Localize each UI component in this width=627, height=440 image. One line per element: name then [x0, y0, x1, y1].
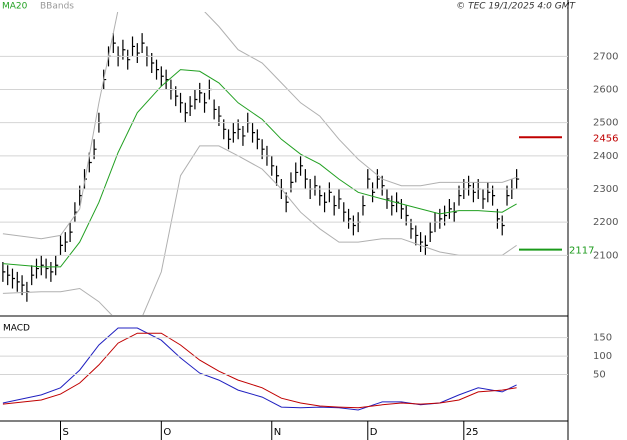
ohlc-bar — [328, 182, 332, 203]
ohlc-bar — [285, 192, 289, 213]
ohlc-bar — [386, 189, 390, 209]
ohlc-bar — [367, 169, 371, 189]
ohlc-bar — [362, 195, 366, 216]
ohlc-bar — [227, 129, 232, 150]
ohlc-bar — [516, 169, 520, 189]
ohlc-bar — [55, 255, 59, 276]
ohlc-bar — [448, 198, 452, 219]
ohlc-bar — [21, 275, 25, 296]
ohlc-bar — [2, 261, 6, 282]
y-tick-label: 100 — [593, 351, 612, 362]
ohlc-bar — [376, 169, 380, 189]
ohlc-bar — [155, 59, 160, 80]
plot-area — [2, 12, 520, 315]
ohlc-bar — [256, 129, 260, 150]
ohlc-bar — [179, 92, 184, 113]
ohlc-bar — [242, 126, 246, 146]
x-tick-label: D — [370, 427, 378, 438]
ohlc-bar — [391, 195, 395, 216]
ohlc-bar — [203, 92, 208, 113]
ohlc-bar — [213, 99, 217, 120]
plot-area — [2, 327, 517, 411]
ohlc-bar — [69, 222, 73, 243]
y-tick-label: 2200 — [593, 217, 618, 228]
ohlc-bar — [323, 192, 328, 213]
ohlc-bar — [232, 122, 236, 143]
ohlc-bar — [160, 66, 164, 87]
ohlc-bar — [343, 202, 347, 223]
ohlc-bar — [271, 155, 275, 176]
y-tick-label: 2600 — [593, 85, 618, 96]
ohlc-bar — [468, 175, 472, 196]
x-tick-label: 25 — [466, 427, 479, 438]
ohlc-bar — [40, 255, 44, 276]
ohlc-bar — [16, 271, 20, 292]
legend-ma20: MA20 — [2, 2, 28, 12]
x-tick-label: N — [274, 427, 281, 438]
ohlc-bar — [439, 208, 443, 229]
ohlc-bar — [472, 182, 476, 203]
ohlc-bar — [112, 33, 116, 54]
ohlc-bar — [127, 49, 131, 70]
x-tick-label: S — [62, 427, 68, 438]
ohlc-bar — [131, 36, 136, 57]
ohlc-bar — [482, 189, 486, 209]
ohlc-bar — [194, 89, 198, 110]
ohlc-bar — [31, 265, 35, 286]
level-label: 2456 — [593, 133, 618, 144]
legend-bbands: BBands — [40, 2, 74, 12]
ohlc-bar — [352, 215, 356, 236]
y-tick-label: 2400 — [593, 151, 618, 162]
x-tick-label: O — [163, 427, 171, 438]
ohlc-bar — [419, 232, 424, 252]
ohlc-bar — [453, 202, 457, 223]
source: © TEC 19/1/2025 4:0 GMT — [456, 2, 576, 12]
ohlc-bar — [299, 155, 304, 176]
ohlc-bar — [415, 225, 419, 246]
ohlc-bar — [136, 43, 140, 63]
y-tick-label: 2500 — [593, 118, 618, 129]
band-line — [2, 12, 517, 240]
ohlc-bar — [7, 265, 11, 286]
ohlc-bar — [35, 258, 39, 279]
ohlc-bar — [251, 122, 256, 143]
ohlc-bar — [429, 222, 433, 243]
ohlc-bar — [338, 189, 342, 209]
ohlc-bar — [45, 258, 49, 279]
ohlc-bar — [141, 33, 145, 54]
y-tick-label: 2100 — [593, 250, 618, 261]
line — [2, 332, 517, 409]
ohlc-bar — [64, 232, 68, 252]
ohlc-bar — [400, 198, 404, 219]
ohlc-bar — [314, 175, 318, 196]
ohlc-bar — [184, 102, 188, 123]
band-line — [2, 145, 517, 315]
ohlc-bar — [50, 261, 54, 282]
ohlc-bar — [371, 182, 376, 203]
y-tick-label: 50 — [593, 370, 606, 381]
ohlc-bar — [26, 281, 30, 302]
ohlc-bar — [295, 162, 299, 183]
ohlc-bar — [347, 208, 352, 229]
y-tick-label: 150 — [593, 333, 612, 344]
ohlc-bar — [487, 182, 491, 203]
ohlc-bar — [11, 268, 15, 289]
ohlc-bar — [304, 169, 308, 189]
panel-title: MACD — [3, 324, 30, 334]
ma-line — [2, 69, 517, 268]
ohlc-bar — [199, 82, 203, 103]
ohlc-bar — [59, 235, 63, 256]
ohlc-bar — [333, 195, 337, 216]
ohlc-bar — [189, 96, 193, 117]
y-tick-label: 2700 — [593, 51, 618, 62]
y-tick-label: 2300 — [593, 184, 618, 195]
level-label: 2117 — [569, 246, 594, 257]
ohlc-bar — [275, 165, 280, 186]
ohlc-bar — [424, 235, 428, 256]
ohlc-bar — [501, 215, 505, 236]
